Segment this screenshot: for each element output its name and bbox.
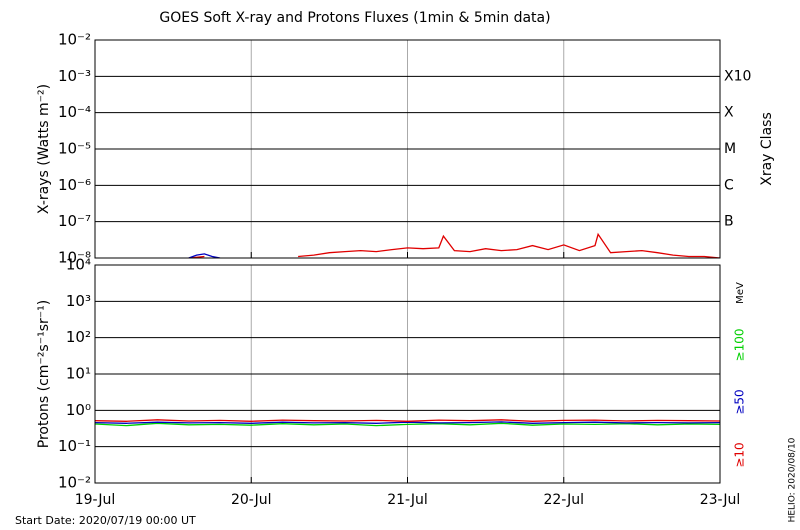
legend-title: MeV [735, 282, 746, 304]
y-tick-label: 10⁴ [66, 256, 91, 274]
series-line [188, 253, 221, 258]
chart-title: GOES Soft X-ray and Protons Fluxes (1min… [159, 10, 550, 26]
legend-entry: ≥10 [733, 442, 747, 467]
y-tick-label: 10⁻² [58, 474, 91, 492]
y-axis-label: Protons (cm⁻²s⁻¹sr⁻¹) [36, 300, 52, 449]
x-tick-label: 21-Jul [387, 492, 428, 508]
x-tick-label: 19-Jul [75, 492, 116, 508]
plot-frame [94, 264, 721, 484]
y2-tick-label: X10 [724, 68, 751, 84]
start-date: Start Date: 2020/07/19 00:00 UT [15, 514, 196, 527]
series-line [95, 419, 720, 422]
plot-frame [94, 39, 721, 259]
series-line [95, 421, 720, 424]
x-tick-label: 23-Jul [700, 492, 741, 508]
credit: HELIO: 2020/08/10 [788, 437, 798, 522]
series-line [95, 422, 720, 427]
y-tick-label: 10⁻⁷ [58, 212, 91, 230]
y2-tick-label: C [724, 177, 734, 193]
y-tick-label: 10⁻⁸ [58, 249, 91, 267]
y2-tick-label: M [724, 141, 736, 157]
y-tick-label: 10⁻³ [58, 67, 91, 85]
y-axis-label: X-rays (Watts m⁻²) [36, 84, 52, 214]
y-tick-label: 10⁻⁵ [58, 140, 91, 158]
y-tick-label: 10³ [66, 292, 91, 310]
x-tick-label: 20-Jul [231, 492, 272, 508]
y-tick-label: 10⁰ [66, 401, 91, 419]
legend-entry: ≥50 [733, 389, 747, 414]
y-tick-label: 10⁻⁶ [58, 176, 91, 194]
y-tick-label: 10⁻¹ [58, 437, 91, 455]
legend-entry: ≥100 [733, 329, 747, 362]
y2-tick-label: X [724, 105, 734, 121]
y2-axis-label: Xray Class [759, 112, 775, 186]
y2-tick-label: B [724, 214, 734, 230]
y-tick-label: 10² [66, 328, 91, 346]
x-tick-label: 22-Jul [543, 492, 584, 508]
y-tick-label: 10⁻⁴ [58, 103, 91, 121]
y-tick-label: 10¹ [66, 365, 91, 383]
y-tick-label: 10⁻² [58, 31, 91, 49]
